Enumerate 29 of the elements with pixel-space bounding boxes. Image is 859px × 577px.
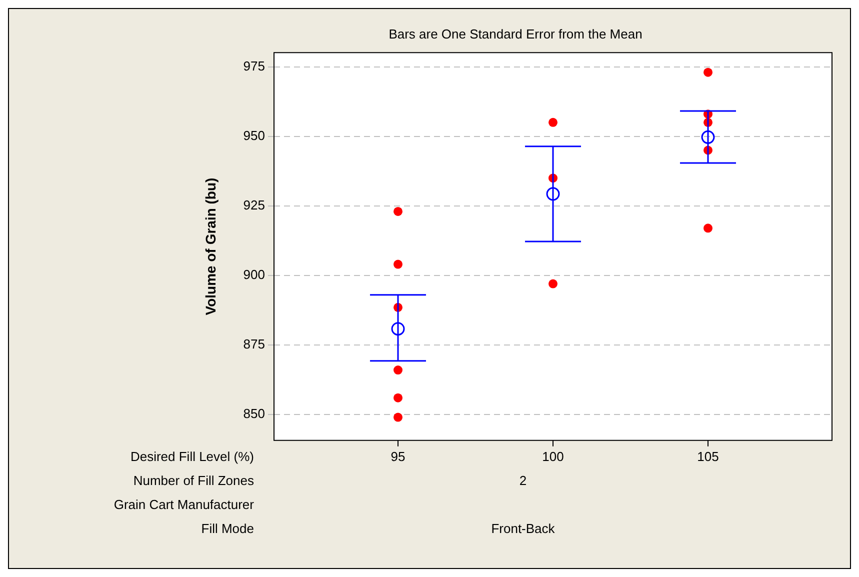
text: Fill Mode — [201, 520, 254, 536]
x-tick-label: 100 — [542, 448, 564, 464]
text: Front-Back — [491, 520, 556, 536]
y-tick-label: 900 — [243, 267, 265, 282]
text: Grain Cart Manufacturer — [114, 496, 255, 512]
y-tick-label: 875 — [243, 336, 265, 352]
text: Number of Fill Zones — [133, 472, 254, 488]
y-tick-label: 975 — [243, 58, 265, 74]
x-tick-label: 95 — [390, 448, 406, 464]
y-tick-label: 950 — [243, 128, 265, 143]
point — [704, 68, 712, 77]
point — [391, 322, 405, 336]
point — [394, 206, 402, 216]
point — [704, 224, 712, 233]
point — [394, 412, 402, 422]
point — [394, 260, 402, 269]
point — [548, 279, 558, 288]
point — [546, 187, 560, 201]
x-axis-title: Desired Fill Level (%) — [130, 448, 254, 464]
x-tick-label: 105 — [697, 448, 719, 464]
point — [394, 393, 402, 402]
y-axis-title: Volume of Grain (bu) — [202, 178, 218, 316]
point — [394, 366, 402, 375]
text: 2 — [519, 472, 527, 488]
chart-title: Bars are One Standard Error from the Mean — [388, 26, 642, 42]
y-tick-label: 925 — [243, 197, 265, 212]
y-tick-label: 850 — [243, 406, 265, 422]
point — [548, 118, 558, 127]
point — [701, 130, 715, 144]
